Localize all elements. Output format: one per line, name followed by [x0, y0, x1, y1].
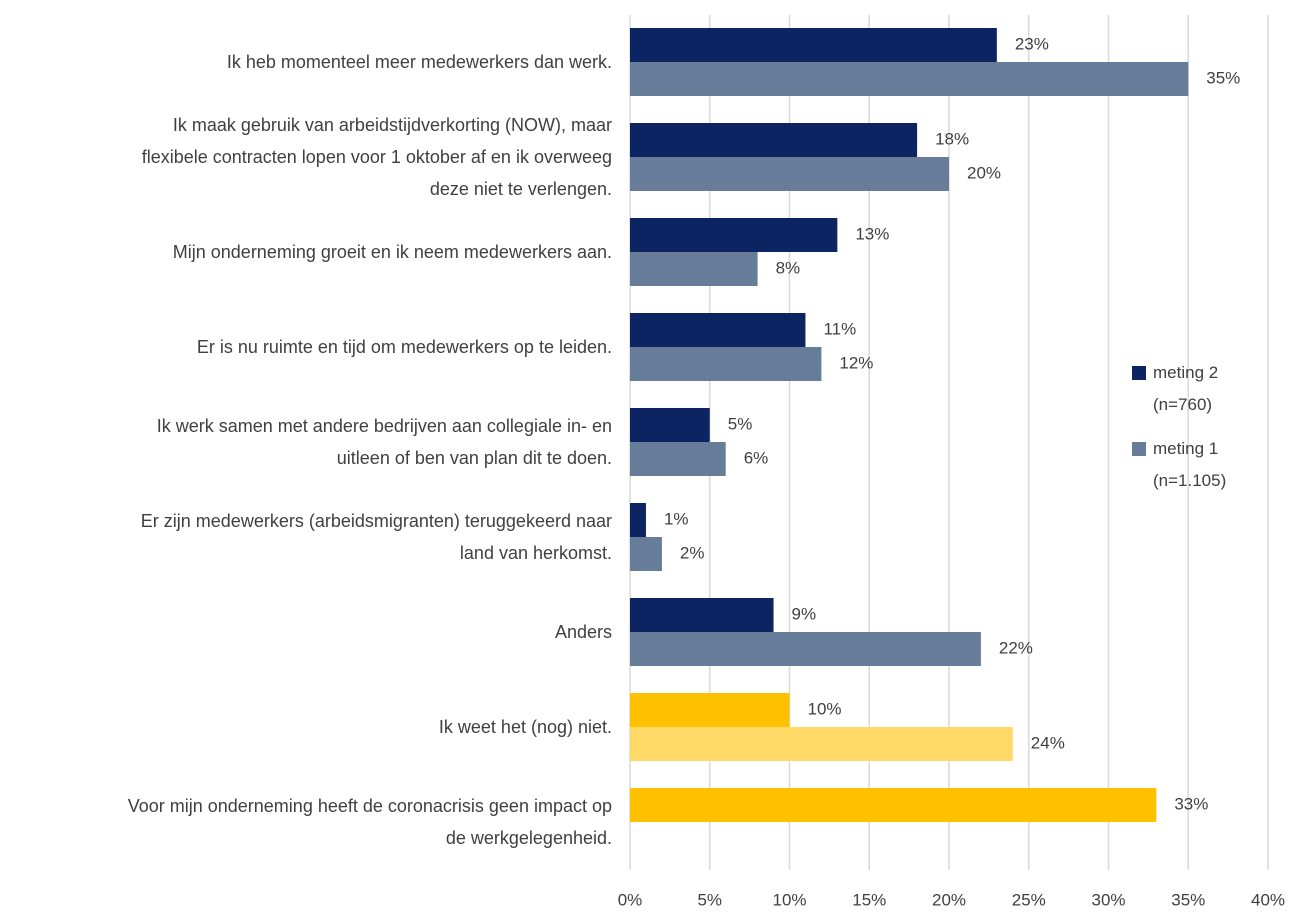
bar	[630, 408, 710, 442]
bar	[630, 157, 949, 191]
data-label: 35%	[1206, 68, 1240, 87]
legend-entry: meting 2 (n=760)	[1132, 357, 1253, 421]
x-tick-label: 20%	[932, 890, 966, 909]
bar	[630, 537, 662, 571]
data-label: 12%	[839, 353, 873, 372]
data-label: 6%	[744, 448, 769, 467]
category-label: Ik werk samen met andere bedrijven aan c…	[156, 416, 612, 468]
x-tick-label: 35%	[1171, 890, 1205, 909]
data-label: 5%	[728, 414, 753, 433]
data-label: 11%	[823, 319, 856, 338]
x-tick-label: 5%	[697, 890, 722, 909]
category-label: Anders	[554, 622, 612, 642]
data-label: 24%	[1031, 733, 1065, 752]
category-label: Er zijn medewerkers (arbeidsmigranten) t…	[140, 511, 612, 563]
category-label: Voor mijn onderneming heeft de coronacri…	[127, 796, 612, 848]
bar	[630, 28, 997, 62]
data-label: 22%	[999, 638, 1033, 657]
category-label: Ik maak gebruik van arbeidstijdverkortin…	[141, 115, 612, 199]
data-label: 20%	[967, 163, 1001, 182]
legend-entry: meting 1 (n=1.105)	[1132, 433, 1253, 497]
category-label: Er is nu ruimte en tijd om medewerkers o…	[196, 337, 612, 357]
bar	[630, 598, 774, 632]
category-label: Ik heb momenteel meer medewerkers dan we…	[226, 52, 612, 72]
data-label: 1%	[664, 509, 689, 528]
x-tick-label: 40%	[1251, 890, 1285, 909]
data-label: 33%	[1174, 794, 1208, 813]
bar	[630, 632, 981, 666]
legend-swatch	[1132, 366, 1146, 380]
x-tick-label: 0%	[618, 890, 643, 909]
data-label: 18%	[935, 129, 969, 148]
bar	[630, 62, 1189, 96]
x-tick-label: 30%	[1091, 890, 1125, 909]
bar	[630, 218, 838, 252]
bar	[630, 347, 822, 381]
category-label: Mijn onderneming groeit en ik neem medew…	[172, 242, 612, 262]
data-label: 2%	[680, 543, 705, 562]
bar	[630, 788, 1157, 822]
bar	[630, 442, 726, 476]
data-label: 8%	[776, 258, 801, 277]
bar	[630, 313, 806, 347]
bar	[630, 123, 918, 157]
data-label: 10%	[808, 699, 842, 718]
category-label: Ik weet het (nog) niet.	[438, 717, 612, 737]
bar	[630, 252, 758, 286]
x-tick-label: 15%	[852, 890, 886, 909]
data-label: 13%	[855, 224, 889, 243]
bar	[630, 503, 646, 537]
data-label: 23%	[1015, 34, 1049, 53]
x-tick-label: 10%	[772, 890, 806, 909]
legend-swatch	[1132, 442, 1146, 456]
bar	[630, 727, 1013, 761]
bar	[630, 693, 790, 727]
x-tick-label: 25%	[1012, 890, 1046, 909]
data-label: 9%	[792, 604, 817, 623]
